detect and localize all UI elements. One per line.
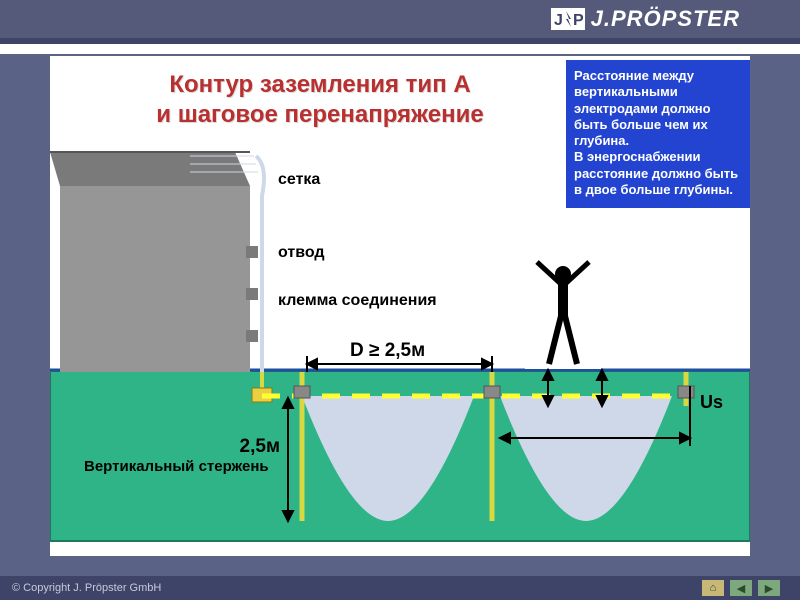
label-us: Us	[700, 392, 723, 413]
svg-text:P: P	[573, 12, 585, 29]
label-depth: 2,5м	[210, 436, 280, 458]
footer: © Copyright J. Pröpster GmbH	[0, 576, 800, 600]
nav-next-icon[interactable]: ▶	[758, 580, 780, 596]
logo-mark-icon: J P	[551, 8, 585, 30]
slide: Контур заземления тип А и шаговое перена…	[50, 56, 750, 556]
brand-text: J.PRÖPSTER	[591, 6, 740, 32]
label-vert-rod: Вертикальный стержень	[84, 458, 269, 475]
copyright-text: © Copyright J. Pröpster GmbH	[12, 582, 161, 594]
label-d-dim: D ≥ 2,5м	[350, 340, 425, 362]
nav-arrows: ⌂ ◀ ▶	[702, 580, 780, 596]
label-setka: сетка	[278, 171, 320, 189]
label-klemma: клемма соединения	[278, 292, 437, 310]
nav-home-icon[interactable]: ⌂	[702, 580, 724, 596]
label-otvod: отвод	[278, 244, 325, 262]
nav-prev-icon[interactable]: ◀	[730, 580, 752, 596]
svg-text:J: J	[554, 12, 564, 29]
brand-logo: J P J.PRÖPSTER	[551, 6, 740, 32]
